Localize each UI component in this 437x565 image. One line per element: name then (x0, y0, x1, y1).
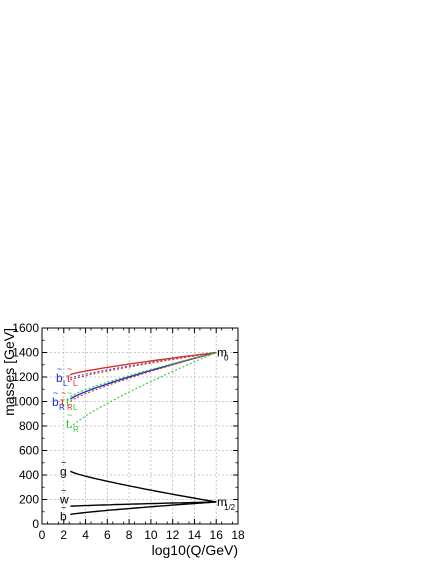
label-gluino-tilde: ~ (61, 457, 66, 467)
mass-curve-8 (70, 501, 217, 507)
label-bino-tilde: ~ (61, 503, 66, 513)
label-tau-left: ~τ L (66, 364, 78, 388)
label-tau-right-symbol: τ (60, 395, 65, 409)
label-m-half-symbol: m (217, 495, 227, 509)
label-tau-left-symbol: τ (66, 371, 71, 385)
y-tick-label: 800 (19, 419, 39, 433)
x-tick-label: 4 (82, 528, 89, 542)
label-tau-right-tilde: ~ (61, 388, 66, 398)
x-tick-label: 18 (231, 528, 245, 542)
label-b-left-symbol: b (56, 371, 63, 385)
label-t-right-subscript: R (73, 425, 79, 434)
label-tau-right-subscript: R (67, 403, 73, 412)
label-gluino-symbol: g (60, 464, 67, 478)
mass-curve-6 (69, 351, 217, 429)
mass-curve-7 (70, 470, 217, 503)
mass-curve-4 (70, 351, 217, 402)
mass-curve-9 (70, 501, 217, 516)
label-t-right-tilde: ~ (67, 410, 72, 420)
mass-curves (69, 351, 217, 516)
label-tau-left-subscript: L (73, 379, 78, 388)
x-tick-label: 12 (166, 528, 180, 542)
label-b-left-subscript: L (63, 379, 68, 388)
label-b-right-symbol: b (52, 395, 59, 409)
label-b-right: ~b R (52, 388, 65, 412)
label-b-right-tilde: ~ (53, 388, 58, 398)
x-tick-label: 16 (210, 528, 224, 542)
label-bino-symbol: b (60, 510, 67, 524)
y-tick-label: 1400 (12, 346, 39, 360)
mass-curve-1 (70, 351, 217, 379)
y-tick-label: 200 (19, 493, 39, 507)
label-bino: ~b (60, 503, 67, 524)
label-gluino: ~g (60, 457, 67, 478)
y-tick-label: 1000 (12, 395, 39, 409)
y-tick-label: 1600 (12, 321, 39, 335)
label-m-half-subscript: 1/2 (224, 503, 236, 512)
label-t-right: ~t R (66, 410, 79, 434)
label-b-right-subscript: R (59, 403, 65, 412)
label-t-left-subscript: L (73, 403, 78, 412)
x-tick-label: 10 (144, 528, 158, 542)
x-tick-label: 14 (188, 528, 202, 542)
y-tick-label: 1200 (12, 370, 39, 384)
y-axis-label: masses [GeV] (1, 328, 17, 416)
label-m-half: m1/2 (217, 495, 236, 512)
y-tick-label: 600 (19, 444, 39, 458)
label-t-left: ~t L (66, 388, 78, 412)
label-wino-symbol: w (59, 493, 69, 507)
x-tick-label: 8 (126, 528, 133, 542)
label-m0-symbol: m (217, 346, 227, 360)
label-wino: ~w (59, 486, 69, 507)
label-m0-subscript: 0 (224, 354, 229, 363)
label-t-left-tilde: ~ (67, 388, 72, 398)
tick-labels: 0 2 4 6 8 10 12 14 16 180200400600800100012001400… (12, 321, 245, 542)
x-tick-label: 6 (104, 528, 111, 542)
mass-curve-5 (70, 351, 217, 398)
x-axis-label: log10(Q/GeV) (152, 542, 238, 558)
label-b-left-tilde: ~ (57, 364, 62, 374)
mass-curve-0 (70, 351, 217, 376)
x-tick-label: 2 (60, 528, 67, 542)
grid-lines (42, 328, 238, 524)
label-tau-left-tilde: ~ (67, 364, 72, 374)
mass-curve-2 (70, 351, 217, 381)
label-tau-right: ~τ R (60, 388, 73, 412)
label-wino-tilde: ~ (61, 486, 66, 496)
label-t-left-symbol: t (66, 395, 70, 409)
y-tick-label: 400 (19, 468, 39, 482)
label-m0: m0 (217, 346, 229, 363)
y-tick-label: 0 (32, 517, 39, 531)
label-b-left: ~b L (56, 364, 68, 388)
x-tick-label: 0 (39, 528, 46, 542)
label-t-right-symbol: t (66, 417, 70, 431)
axis-ticks (41, 327, 239, 525)
